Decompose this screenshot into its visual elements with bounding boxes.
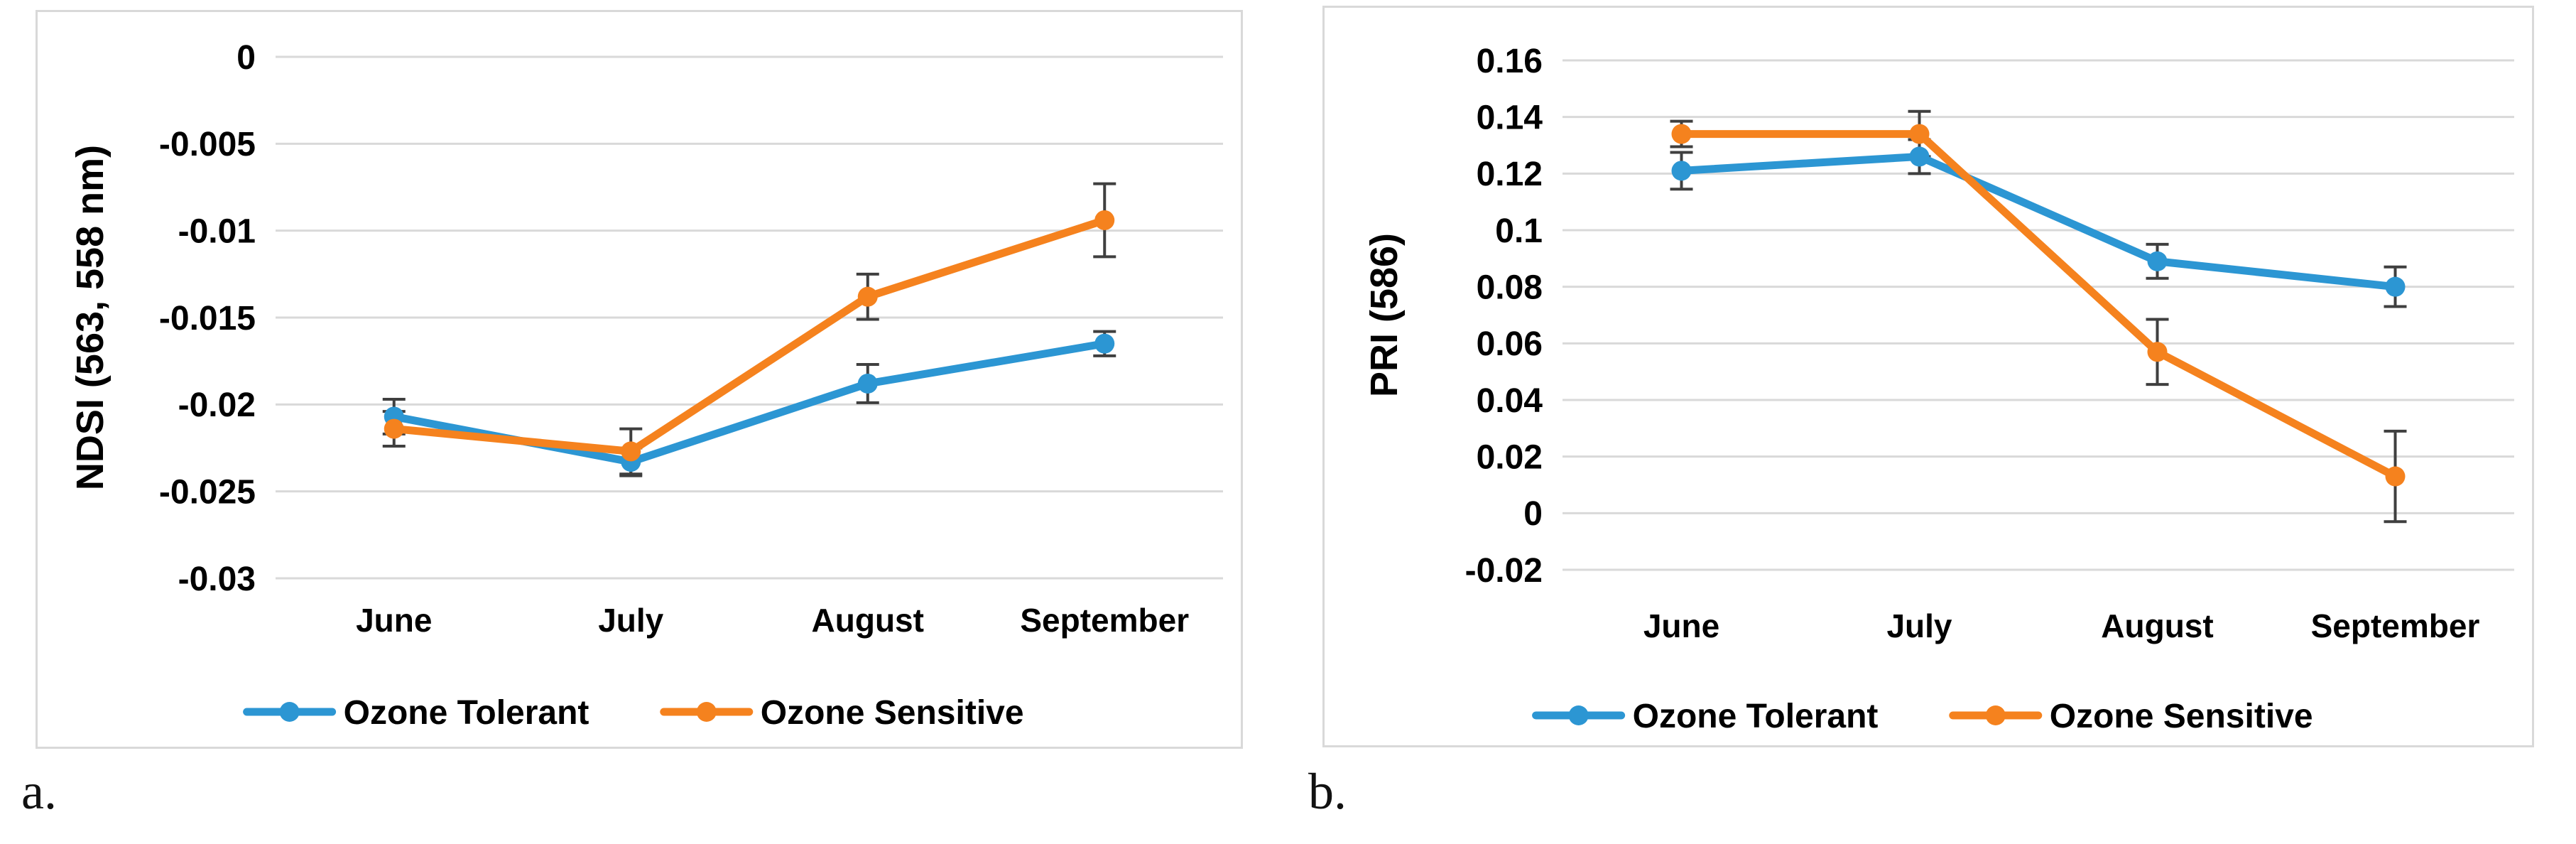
legend-label: Ozone Sensitive [2050, 698, 2313, 735]
panel-caption-a: a. [21, 763, 57, 820]
y-tick-label: 0.08 [1477, 269, 1543, 306]
y-axis-title: PRI (586) [1363, 233, 1406, 397]
legend-label: Ozone Tolerant [1633, 698, 1879, 735]
chart-panel-b: 0.16 0.14 0.12 0.1 0.08 0.06 0.04 0.02 0 -0.02 PRI… [1322, 6, 2534, 747]
legend-marker-icon [279, 702, 300, 722]
error-bars-sensitive [382, 182, 1116, 476]
series-line-ozone-sensitive [1678, 130, 2399, 481]
y-tick-label: -0.005 [159, 126, 256, 163]
y-tick-label: -0.015 [159, 300, 256, 337]
legend-label: Ozone Tolerant [344, 694, 589, 732]
y-tick-label: -0.025 [159, 473, 256, 511]
series-ozone-tolerant [384, 333, 1115, 472]
line-chart-ndsi: 0 -0.005 -0.01 -0.015 -0.02 -0.025 -0.03 NDSI (… [69, 39, 1223, 732]
data-point-marker [2385, 466, 2406, 487]
panel-caption-b: b. [1308, 763, 1347, 820]
legend-label: Ozone Sensitive [761, 694, 1024, 732]
data-point-marker [1671, 124, 1692, 144]
data-point-marker [1671, 161, 1692, 181]
legend-item-ozone-tolerant: Ozone Tolerant [243, 694, 589, 732]
x-category-label: July [598, 602, 663, 639]
legend-marker-icon [1568, 705, 1589, 725]
data-point-marker [621, 441, 641, 462]
x-category-label: June [1643, 607, 1719, 644]
series-ozone-sensitive [1671, 124, 2406, 487]
data-point-marker [2147, 342, 2168, 362]
x-category-label: August [812, 602, 924, 639]
data-point-marker [857, 286, 878, 307]
y-tick-label: 0 [1523, 495, 1543, 533]
y-tick-label: 0.16 [1477, 43, 1543, 80]
series-line-ozone-tolerant [1678, 152, 2399, 291]
x-category-label: June [356, 602, 432, 639]
x-category-label: September [1020, 602, 1189, 639]
y-tick-label: 0.12 [1477, 156, 1543, 193]
y-tick-label: -0.02 [1465, 552, 1543, 590]
line-chart-pri: 0.16 0.14 0.12 0.1 0.08 0.06 0.04 0.02 0 -0.02 PRI… [1363, 43, 2514, 735]
legend-marker-icon [1985, 705, 2006, 725]
data-point-marker [384, 418, 404, 439]
y-tick-label: 0.1 [1495, 212, 1543, 250]
x-category-label: July [1886, 607, 1952, 644]
y-tick-label: 0.02 [1477, 438, 1543, 476]
y-tick-label: 0 [237, 39, 256, 77]
legend: Ozone Tolerant Ozone Sensitive [243, 694, 1024, 732]
data-point-marker [1094, 210, 1115, 230]
series-ozone-sensitive [384, 210, 1115, 462]
y-tick-label: 0.06 [1477, 325, 1543, 363]
legend: Ozone Tolerant Ozone Sensitive [1532, 698, 2313, 735]
y-axis-title: NDSI (563, 558 nm) [69, 145, 112, 490]
x-category-label: September [2311, 607, 2480, 644]
x-category-label: August [2101, 607, 2213, 644]
series-ozone-tolerant [1671, 146, 2406, 297]
y-tick-label: -0.03 [178, 561, 256, 598]
legend-item-ozone-tolerant: Ozone Tolerant [1532, 698, 1879, 735]
data-point-marker [2385, 276, 2406, 297]
data-point-marker [2147, 251, 2168, 271]
series-line-ozone-sensitive [390, 216, 1109, 455]
series-line-ozone-tolerant [390, 340, 1109, 466]
y-tick-label: -0.01 [178, 212, 256, 250]
legend-marker-icon [696, 702, 717, 722]
legend-item-ozone-sensitive: Ozone Sensitive [660, 694, 1024, 732]
y-tick-label: 0.04 [1477, 382, 1543, 420]
y-tick-label: -0.02 [178, 386, 256, 424]
legend-item-ozone-sensitive: Ozone Sensitive [1949, 698, 2313, 735]
y-tick-label: 0.14 [1477, 99, 1543, 136]
data-point-marker [1909, 124, 1930, 144]
chart-panel-a: 0 -0.005 -0.01 -0.015 -0.02 -0.025 -0.03 NDSI (… [36, 10, 1243, 749]
data-point-marker [857, 373, 878, 394]
data-point-marker [1094, 333, 1115, 354]
data-point-marker [1909, 146, 1930, 167]
